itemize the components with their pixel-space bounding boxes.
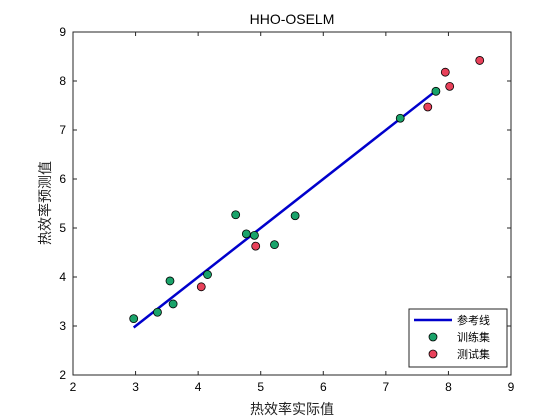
test-point	[475, 56, 485, 65]
x-tick-label: 9	[508, 380, 515, 394]
x-tick-label: 7	[383, 380, 390, 394]
train-point	[241, 229, 251, 239]
y-tick-label: 8	[59, 74, 66, 88]
train-point	[129, 314, 139, 324]
x-tick-label: 4	[195, 380, 202, 394]
reference-line-layer	[132, 89, 437, 329]
x-axis-label: 热效率实际值	[250, 401, 334, 418]
train-point	[270, 240, 279, 250]
chart-title: HHO-OSELM	[250, 11, 335, 27]
train-point	[165, 276, 175, 286]
y-tick-label: 5	[59, 221, 66, 235]
x-tick-label: 8	[445, 380, 452, 394]
axis-ticks: 2 3 4 5 6 7 8 9 2 3 4 5 6 7 8 9	[59, 25, 514, 394]
y-tick-label: 7	[59, 123, 66, 137]
legend-box	[408, 308, 508, 368]
train-point	[431, 86, 441, 96]
x-tick-label: 3	[132, 380, 139, 394]
points-layer	[129, 56, 485, 324]
reference-line	[132, 89, 437, 329]
y-tick-label: 9	[59, 25, 66, 39]
test-point	[445, 81, 455, 91]
y-tick-label: 4	[59, 270, 66, 284]
y-tick-label: 3	[59, 319, 66, 333]
train-point	[203, 270, 212, 279]
y-tick-label: 6	[59, 172, 66, 186]
legend-train-swatch	[428, 332, 438, 342]
x-tick-label: 2	[70, 380, 77, 394]
legend-test-swatch	[428, 349, 438, 359]
legend: 参考线 训练集 测试集	[408, 308, 508, 368]
legend-label-train: 训练集	[457, 330, 490, 344]
x-tick-label: 5	[257, 380, 264, 394]
legend-label-test: 测试集	[457, 347, 490, 361]
train-point	[395, 113, 405, 123]
train-point	[168, 299, 178, 309]
x-tick-label: 6	[320, 380, 327, 394]
train-point	[250, 230, 259, 240]
test-point	[196, 282, 206, 292]
test-point	[440, 67, 450, 77]
y-axis-label: 热效率预测值	[37, 161, 54, 245]
train-point	[153, 307, 162, 317]
test-point	[251, 241, 261, 251]
y-tick-label: 2	[59, 368, 66, 382]
train-point	[231, 210, 241, 220]
train-point	[290, 211, 300, 221]
test-point	[423, 102, 433, 112]
legend-label-reference: 参考线	[457, 313, 490, 327]
